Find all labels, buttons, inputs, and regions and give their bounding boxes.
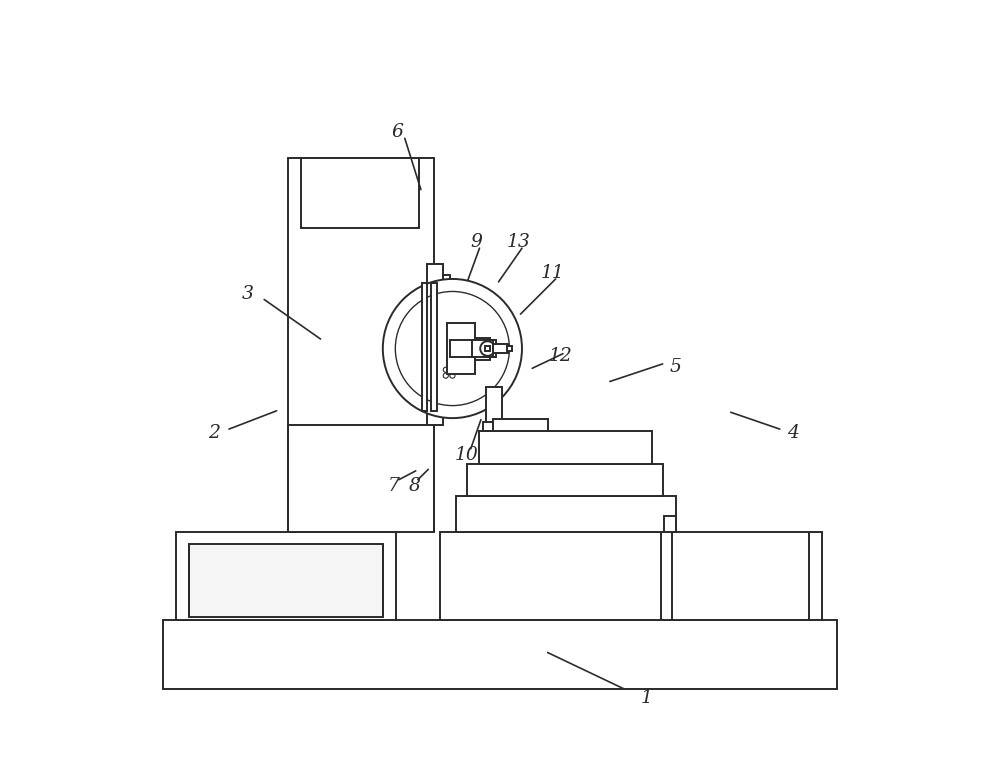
Text: 7: 7 [388, 477, 400, 494]
Bar [450, 340, 496, 357]
Bar [479, 430, 652, 464]
Circle shape [395, 291, 509, 406]
Bar [431, 282, 437, 410]
Bar [485, 346, 490, 352]
Bar [660, 532, 822, 620]
Bar [301, 158, 419, 227]
Text: 3: 3 [241, 285, 253, 303]
Bar [422, 282, 427, 410]
Circle shape [443, 367, 448, 372]
Text: 6: 6 [392, 124, 403, 141]
Bar [475, 337, 490, 359]
Bar [427, 264, 443, 426]
Circle shape [383, 279, 522, 418]
Text: 4: 4 [787, 423, 799, 442]
Text: 1: 1 [641, 689, 652, 707]
Bar [493, 419, 548, 430]
Bar [467, 464, 663, 497]
Bar [450, 343, 485, 354]
Circle shape [450, 373, 455, 378]
Circle shape [443, 373, 448, 378]
Bar [443, 275, 450, 414]
Text: 12: 12 [548, 347, 572, 365]
Bar [472, 340, 493, 357]
Text: 9: 9 [471, 233, 482, 251]
Bar [456, 497, 676, 532]
Bar [189, 544, 383, 617]
Text: 11: 11 [541, 264, 565, 282]
Circle shape [480, 341, 495, 356]
Bar [288, 158, 434, 532]
Bar [507, 346, 512, 351]
Bar [440, 532, 661, 620]
Bar [493, 344, 508, 353]
Bar [486, 387, 502, 430]
Bar [447, 323, 475, 374]
Bar [664, 516, 676, 532]
Text: 13: 13 [507, 233, 531, 251]
Text: 2: 2 [208, 423, 220, 442]
Text: 8: 8 [408, 477, 420, 494]
Bar [163, 620, 837, 689]
Bar [176, 532, 396, 620]
Text: 5: 5 [670, 358, 682, 376]
Bar [483, 422, 505, 430]
Text: 10: 10 [455, 446, 479, 464]
